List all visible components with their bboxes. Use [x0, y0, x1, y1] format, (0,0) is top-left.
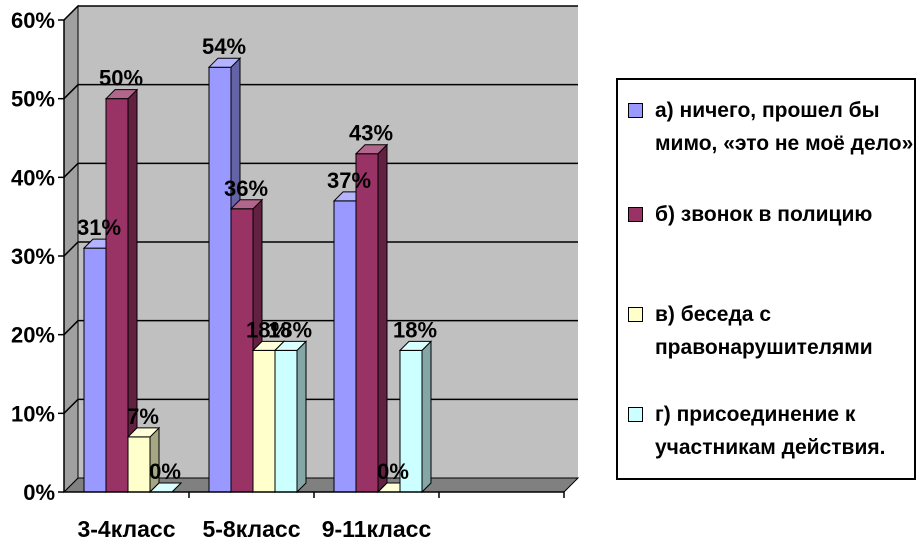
legend: а) ничего, прошел бы мимо, «это не моё д… — [616, 78, 916, 480]
gridline — [63, 5, 578, 21]
gridline — [63, 162, 578, 178]
bar — [333, 200, 357, 493]
data-label: 54% — [202, 34, 246, 59]
bar — [274, 349, 298, 493]
bar-top — [354, 144, 389, 155]
bar — [83, 247, 107, 493]
x-tick-label: 3-4класс — [77, 516, 175, 542]
legend-label-a: а) ничего, прошел бы мимо, «это не моё д… — [655, 99, 914, 155]
bar-top — [104, 89, 139, 100]
bar-side — [377, 143, 388, 494]
y-tick-label: 20% — [11, 323, 55, 348]
axes: 0% 10% 20% 30% 40% 50% 60% 3-4класс 5-8класс 9-11… — [11, 8, 565, 542]
y-tick-label: 40% — [11, 165, 55, 190]
bar — [355, 153, 379, 493]
y-tick-label: 50% — [11, 87, 55, 112]
bar-side — [421, 340, 432, 494]
bar — [105, 98, 129, 493]
legend-label-b: б) звонок в полицию — [655, 203, 873, 226]
data-label: 7% — [127, 404, 159, 429]
legend-swatch-c — [628, 307, 643, 322]
x-tick-label: 5-8класс — [202, 516, 300, 542]
y-tick-label: 30% — [11, 244, 55, 269]
data-label: 37% — [327, 168, 371, 193]
data-label: 18% — [268, 317, 312, 342]
bar — [208, 66, 232, 493]
legend-label-d: г) присоединение к участникам действия. — [655, 403, 886, 459]
bar — [252, 349, 276, 493]
y-tick-label: 60% — [11, 8, 55, 33]
bar-top — [398, 340, 433, 351]
data-label: 18% — [246, 317, 290, 342]
gridline — [63, 241, 578, 257]
gridline — [63, 83, 578, 100]
bar-top — [207, 57, 242, 68]
legend-item-a: а) ничего, прошел бы мимо, «это не моё д… — [628, 94, 920, 160]
legend-item-d: г) присоединение к участникам действия. — [628, 398, 920, 464]
data-label: 18% — [393, 317, 437, 342]
bar-top — [273, 340, 308, 351]
bar-top — [229, 199, 264, 210]
data-label: 31% — [77, 215, 121, 240]
bars — [82, 56, 433, 494]
legend-item-b: б) звонок в полицию — [628, 198, 920, 231]
data-labels: 31%50%7%0%54%36%18%18%37%43%0%18% — [77, 34, 437, 484]
y-tick-label: 0% — [23, 480, 55, 505]
data-label: 0% — [377, 459, 409, 484]
bar-top — [126, 427, 161, 438]
gridline — [63, 319, 578, 336]
bar-side — [296, 340, 307, 494]
bar — [127, 436, 151, 493]
legend-item-c: в) беседа с правонарушителями — [628, 298, 920, 364]
plot-wall — [64, 6, 578, 492]
data-label: 43% — [349, 121, 393, 146]
y-tick-label: 10% — [11, 401, 55, 426]
gridlines — [63, 5, 578, 414]
data-label: 0% — [149, 459, 181, 484]
x-tick-label: 9-11класс — [322, 516, 432, 542]
legend-swatch-d — [628, 407, 643, 422]
legend-swatch-b — [628, 207, 643, 222]
bar — [230, 208, 254, 493]
legend-label-c: в) беседа с правонарушителями — [655, 303, 873, 359]
data-label: 36% — [224, 176, 268, 201]
legend-swatch-a — [628, 103, 643, 118]
data-label: 50% — [99, 66, 143, 91]
